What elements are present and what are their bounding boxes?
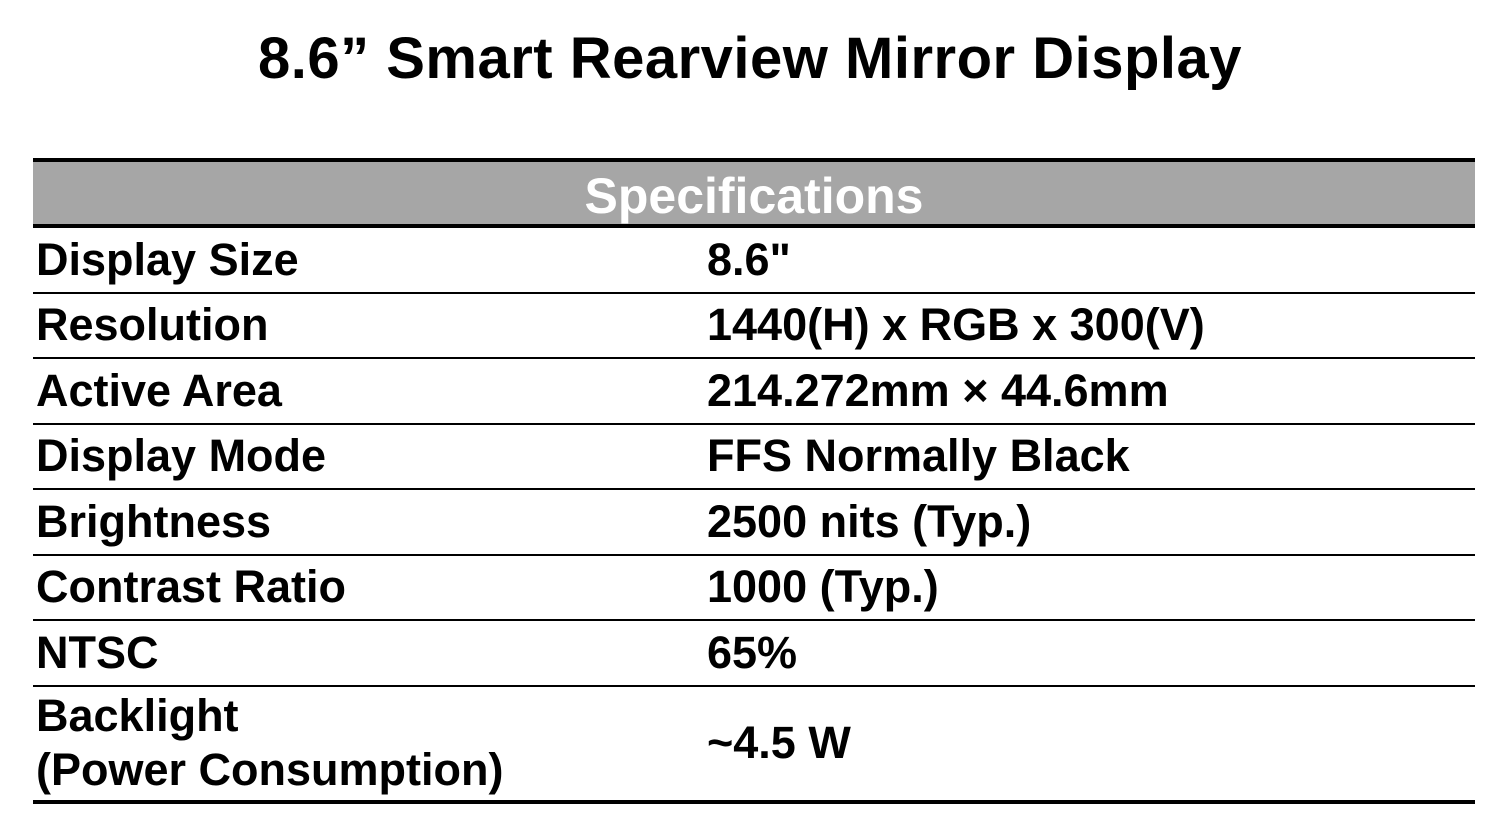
spec-table-header-label: Specifications [584,168,924,224]
spec-row-active-area: Active Area 214.272mm × 44.6mm [33,359,1475,425]
spec-value: 2500 nits (Typ.) [707,495,1032,547]
spec-row-display-mode: Display Mode FFS Normally Black [33,425,1475,490]
spec-value: 1440(H) x RGB x 300(V) [707,299,1205,351]
spec-label: NTSC [36,626,159,678]
spec-value: ~4.5 W [707,717,851,768]
spec-label: Display Size [36,233,299,285]
spec-value: 1000 (Typ.) [707,561,939,613]
spec-table-header: Specifications [33,158,1475,228]
spec-value: 214.272mm × 44.6mm [707,364,1169,416]
spec-label: Active Area [36,364,282,416]
spec-label: Backlight (Power Consumption) [36,690,504,795]
spec-value: FFS Normally Black [707,430,1130,482]
spec-row-contrast-ratio: Contrast Ratio 1000 (Typ.) [33,556,1475,621]
spec-value: 8.6" [707,233,791,285]
spec-row-brightness: Brightness 2500 nits (Typ.) [33,490,1475,556]
spec-row-display-size: Display Size 8.6" [33,228,1475,294]
spec-row-resolution: Resolution 1440(H) x RGB x 300(V) [33,294,1475,359]
spec-label: Contrast Ratio [36,561,347,613]
spec-value: 65% [707,626,798,678]
spec-label: Resolution [36,299,269,351]
page-title: 8.6” Smart Rearview Mirror Display [257,26,1243,91]
spec-row-ntsc: NTSC 65% [33,621,1475,687]
spec-label: Brightness [36,495,272,547]
spec-row-backlight: Backlight (Power Consumption) ~4.5 W [33,687,1475,804]
spec-table: Specifications Display Size 8.6" Resolut… [33,158,1475,804]
spec-label: Display Mode [36,430,327,482]
